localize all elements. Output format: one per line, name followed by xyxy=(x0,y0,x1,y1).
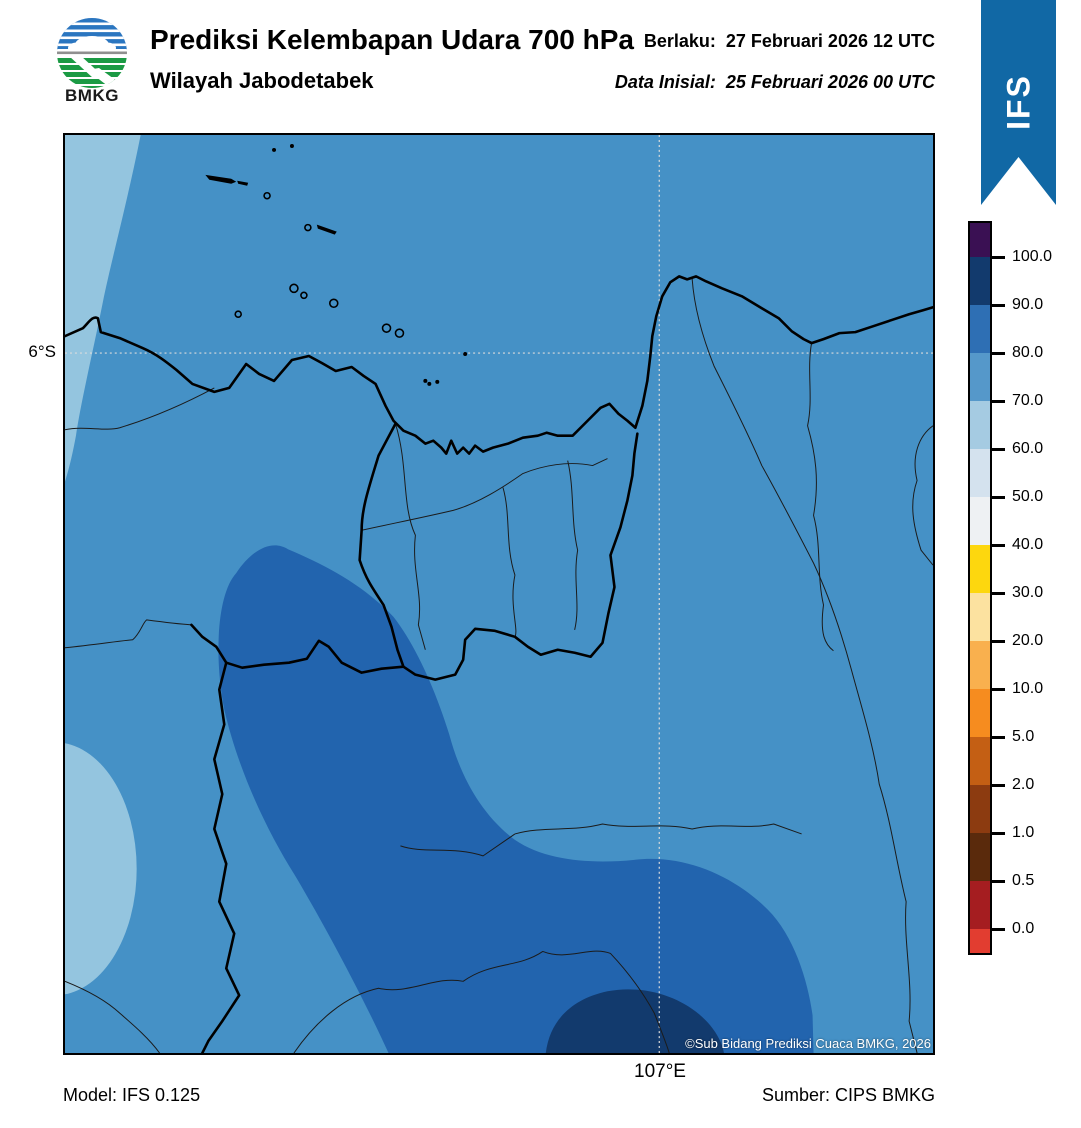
map-canvas xyxy=(65,135,933,1053)
colorbar-segment xyxy=(970,223,990,257)
colorbar-tick xyxy=(992,447,1005,451)
map-panel: ©Sub Bidang Prediksi Cuaca BMKG, 2026 xyxy=(63,133,935,1055)
colorbar-segment xyxy=(970,305,990,353)
colorbar-tick xyxy=(992,255,1005,259)
footer-model: Model: IFS 0.125 xyxy=(63,1085,201,1105)
west-province-boundary-horizontal xyxy=(190,623,405,674)
colorbar-tick-label: 5.0 xyxy=(1012,728,1035,745)
colorbar-bar xyxy=(968,221,992,955)
colorbar-tick-label: 40.0 xyxy=(1012,536,1044,553)
bmkg-logo xyxy=(57,18,127,88)
colorbar-tick xyxy=(992,303,1005,307)
page-subtitle: Wilayah Jabodetabek xyxy=(150,68,374,93)
colorbar: 100.0 90.0 80.0 70.0 60.0 50.0 40.0 30.0 20.0 10.… xyxy=(968,221,1080,961)
colorbar-tick-label: 100.0 xyxy=(1012,248,1053,265)
colorbar-segment xyxy=(970,545,990,593)
valid-time-value: 27 Februari 2026 12 UTC xyxy=(725,31,935,51)
colorbar-segment xyxy=(970,689,990,737)
initial-time-value: 25 Februari 2026 00 UTC xyxy=(725,72,935,92)
admin-boundaries-thin xyxy=(65,278,933,1053)
colorbar-segment xyxy=(970,257,990,305)
graticule xyxy=(65,135,933,1053)
colorbar-segment xyxy=(970,353,990,401)
x-axis-tick-107E: 107°E xyxy=(634,1061,686,1082)
colorbar-tick-label: 30.0 xyxy=(1012,584,1044,601)
islands xyxy=(205,143,468,386)
jakarta-boundary xyxy=(358,422,639,681)
colorbar-segment xyxy=(970,401,990,449)
colorbar-segment xyxy=(970,881,990,929)
colorbar-tick-label: 60.0 xyxy=(1012,440,1044,457)
colorbar-tick xyxy=(992,495,1005,499)
page-title: Prediksi Kelembapan Udara 700 hPa xyxy=(150,24,634,55)
colorbar-segment xyxy=(970,449,990,497)
colorbar-tick xyxy=(992,351,1005,355)
colorbar-segment xyxy=(970,929,990,953)
colorbar-segment xyxy=(970,641,990,689)
footer-source: Sumber: CIPS BMKG xyxy=(761,1085,935,1105)
map-copyright: ©Sub Bidang Prediksi Cuaca BMKG, 2026 xyxy=(685,1036,931,1051)
colorbar-tick-label: 10.0 xyxy=(1012,680,1044,697)
colorbar-tick xyxy=(992,879,1005,883)
colorbar-tick xyxy=(992,687,1005,691)
initial-time-label: Data Inisial: xyxy=(614,72,716,92)
bmkg-logo-art xyxy=(57,18,127,88)
colorbar-tick-label: 0.5 xyxy=(1012,872,1035,889)
contour-fill-60-70-blob xyxy=(65,743,137,995)
colorbar-tick xyxy=(992,831,1005,835)
colorbar-tick xyxy=(992,783,1005,787)
colorbar-tick-label: 1.0 xyxy=(1012,824,1035,841)
y-axis-tick-6S: 6°S xyxy=(28,342,56,361)
colorbar-segment xyxy=(970,737,990,785)
contour-fill-90-100 xyxy=(545,989,724,1053)
west-province-boundary-vertical xyxy=(201,661,241,1053)
bmkg-logo-text: BMKG xyxy=(65,86,119,105)
colorbar-tick-label: 50.0 xyxy=(1012,488,1044,505)
colorbar-tick xyxy=(992,543,1005,547)
colorbar-tick-label: 0.0 xyxy=(1012,920,1035,937)
colorbar-tick xyxy=(992,399,1005,403)
contour-fill-60-70-strip xyxy=(65,135,141,482)
colorbar-segment xyxy=(970,593,990,641)
initial-time: Data Inisial: 25 Februari 2026 00 UTC xyxy=(615,72,935,93)
colorbar-segment xyxy=(970,785,990,833)
colorbar-segment xyxy=(970,497,990,545)
colorbar-tick-label: 20.0 xyxy=(1012,632,1044,649)
colorbar-tick xyxy=(992,591,1005,595)
colorbar-tick xyxy=(992,735,1005,739)
coastline-and-province-boundaries xyxy=(65,275,933,1053)
ifs-ribbon xyxy=(981,0,1056,205)
coastline xyxy=(65,275,933,455)
valid-time-label: Berlaku: xyxy=(643,31,716,51)
ifs-ribbon-label: IFS xyxy=(1000,74,1036,130)
colorbar-tick xyxy=(992,639,1005,643)
valid-time: Berlaku: 27 Februari 2026 12 UTC xyxy=(644,31,935,52)
colorbar-tick xyxy=(992,927,1005,931)
colorbar-tick-label: 90.0 xyxy=(1012,296,1044,313)
colorbar-segment xyxy=(970,833,990,881)
colorbar-tick-label: 70.0 xyxy=(1012,392,1044,409)
colorbar-tick-label: 2.0 xyxy=(1012,776,1035,793)
colorbar-tick-label: 80.0 xyxy=(1012,344,1044,361)
